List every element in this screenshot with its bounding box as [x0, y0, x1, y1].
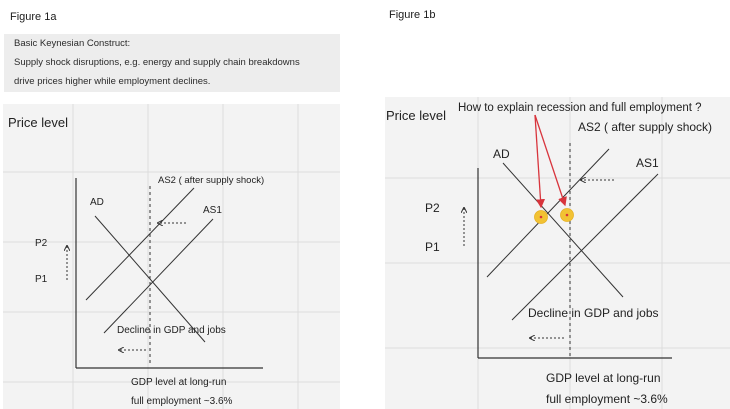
description-note: Basic Keynesian Construct: Supply shock …	[4, 34, 340, 92]
figure-1a-gdp-label-line2: full employment ~3.6%	[131, 396, 233, 407]
figure-1a-p2-label: P2	[35, 238, 48, 249]
figure-1a-as2-curve	[85, 187, 195, 301]
figure-1b-gdp-label-line2: full employment ~3.6%	[546, 392, 668, 406]
figure-1a-ad-label: AD	[90, 197, 104, 208]
figure-1b-ad-label: AD	[493, 147, 510, 161]
note-line-3: drive prices higher while employment dec…	[14, 76, 211, 87]
note-line-1: Basic Keynesian Construct:	[14, 38, 131, 49]
figure-1a-price-level-label: Price level	[8, 115, 68, 130]
figure-1a-p1-label: P1	[35, 274, 48, 285]
figure-1a-decline-label: Decline in GDP and jobs	[117, 325, 226, 336]
note-line-2: Supply shock disruptions, e.g. energy an…	[14, 57, 300, 68]
figure-1b-as2-curve	[486, 148, 610, 278]
figure-1b-decline-label: Decline in GDP and jobs	[528, 306, 659, 320]
figure-1b-p2-label: P2	[425, 201, 440, 215]
figure-1a-diagram: Price level AS2 ( after supply shock) AD…	[3, 104, 340, 409]
figure-1a-gdp-label-line1: GDP level at long-run	[131, 377, 226, 388]
figure-1a-title: Figure 1a	[10, 11, 57, 23]
figure-1a-as1-curve	[103, 218, 214, 334]
annotation-arrow-1	[534, 114, 546, 209]
figure-1b-gdp-label-line1: GDP level at long-run	[546, 371, 661, 385]
figure-1b-as1-label: AS1	[636, 156, 659, 170]
figure-1b-diagram: Price level How to explain recession and…	[385, 97, 730, 409]
figure-1b-p1-label: P1	[425, 240, 440, 254]
figure-1a-panel	[3, 104, 340, 409]
figure-1b-question-label: How to explain recession and full employ…	[458, 102, 702, 114]
figure-1b-price-level-label: Price level	[386, 108, 446, 123]
figure-1b-title: Figure 1b	[389, 9, 436, 21]
figure-1a-as1-label: AS1	[203, 205, 222, 216]
figure-1b-ad-curve	[502, 162, 624, 298]
figure-1b-as1-curve	[511, 173, 659, 321]
figure-1a-grid	[3, 104, 340, 409]
figure-1a-ad-curve	[94, 215, 206, 343]
figure-1b-as2-label: AS2 ( after supply shock)	[578, 120, 712, 134]
figure-1a-as2-label: AS2 ( after supply shock)	[158, 175, 264, 186]
annotation-arrow-2	[534, 114, 567, 207]
figure-1b-panel	[385, 97, 730, 409]
